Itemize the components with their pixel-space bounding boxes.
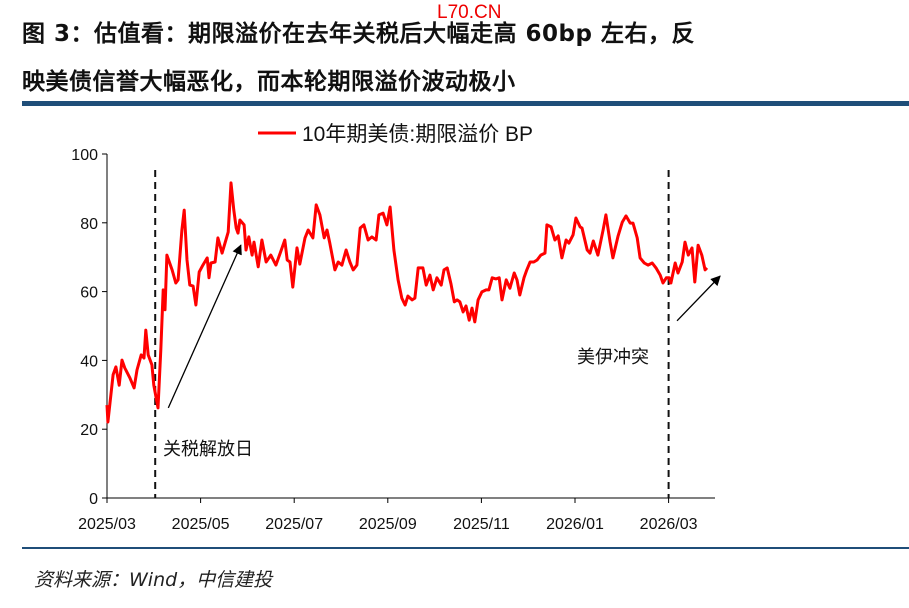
x-tick-label: 2025/09 bbox=[359, 516, 417, 533]
annotation-arrow bbox=[167, 244, 242, 409]
figure-title-line2: 映美债信誉大幅恶化，而本轮期限溢价波动极小 bbox=[22, 69, 516, 95]
title-divider bbox=[22, 101, 909, 106]
y-tick-label: 80 bbox=[80, 216, 98, 233]
y-tick-label: 100 bbox=[71, 147, 98, 164]
x-tick-label: 2025/07 bbox=[265, 516, 323, 533]
term-premium-chart: 0 20 40 60 80 100 2025/03 2025/05 2025/07 2025/09… bbox=[71, 123, 721, 533]
x-tick-label: 2025/03 bbox=[78, 516, 136, 533]
y-tick-label: 40 bbox=[80, 353, 98, 370]
event-label-tariff: 关税解放日 bbox=[163, 439, 253, 459]
source-note: 资料来源：Wind，中信建投 bbox=[34, 569, 273, 591]
x-tick-label: 2026/01 bbox=[546, 516, 604, 533]
x-tick-label: 2026/03 bbox=[640, 516, 698, 533]
legend-label: 10年期美债:期限溢价 BP bbox=[302, 123, 533, 146]
figure-title-line1: 图 3：估值看：期限溢价在去年关税后大幅走高 60bp 左右，反 bbox=[22, 21, 695, 47]
y-tick-label: 0 bbox=[89, 491, 98, 508]
event-label-conflict: 美伊冲突 bbox=[577, 347, 649, 367]
watermark: L70.CN bbox=[437, 2, 502, 23]
y-tick-label: 60 bbox=[80, 285, 98, 302]
series-line-term-premium bbox=[105, 181, 709, 424]
x-tick-label: 2025/11 bbox=[453, 516, 510, 533]
footer-divider bbox=[22, 547, 909, 549]
x-tick-label: 2025/05 bbox=[172, 516, 230, 533]
y-tick-label: 20 bbox=[80, 422, 98, 439]
annotation-arrow bbox=[676, 275, 721, 322]
